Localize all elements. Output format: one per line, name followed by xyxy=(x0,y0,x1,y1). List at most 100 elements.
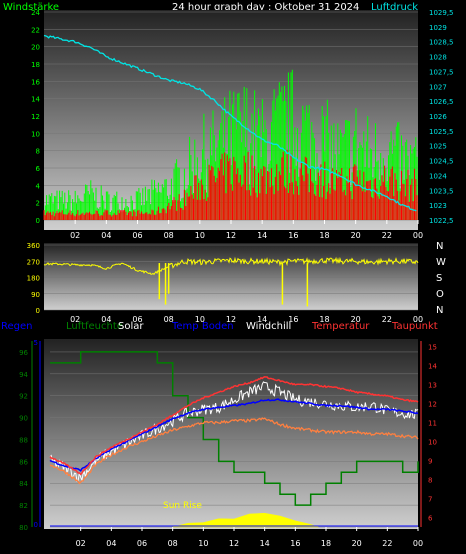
temperature-y-tick-label: 12 xyxy=(428,401,437,409)
pressure-y-tick-label: 1023,5 xyxy=(429,187,454,195)
humidity-y-tick-label: 84 xyxy=(19,480,28,488)
page-title: 24 hour graph day : Oktober 31 2024 xyxy=(172,2,359,13)
pressure-y-tick-label: 1027 xyxy=(429,83,447,91)
winddir-x-tick-label: 02 xyxy=(70,315,80,324)
wind-x-tick-label: 08 xyxy=(164,231,174,240)
soiltemp-series xyxy=(49,398,419,472)
wind-x-tick-label: 12 xyxy=(226,231,236,240)
wind-y-tick-label: 6 xyxy=(36,165,41,173)
wind-x-tick-label: 16 xyxy=(288,231,298,240)
temperature-x-tick-label: 00 xyxy=(413,539,423,548)
wind-y-tick-label: 12 xyxy=(31,113,40,121)
legend-item: Regen xyxy=(1,321,33,332)
winddir-x-tick-label: 08 xyxy=(164,315,174,324)
wind-y-tick-label: 18 xyxy=(31,61,40,69)
wind-x-tick-label: 04 xyxy=(101,231,111,240)
pressure-y-tick-label: 1026,5 xyxy=(429,98,454,106)
temperature-y-tick-label: 7 xyxy=(428,496,432,504)
pressure-y-tick-label: 1029 xyxy=(429,24,447,32)
wind-x-tick-label: 00 xyxy=(413,231,423,240)
temperature-x-ticks: 02 04 06 08 10 12 14 16 18 20 22 00 xyxy=(76,527,423,548)
winddir-x-tick-label: 10 xyxy=(195,315,205,324)
humidity-y-tick-label: 86 xyxy=(19,458,28,466)
legend-item: Windchill xyxy=(246,321,291,332)
wind-y-tick-label: 14 xyxy=(31,96,40,104)
pressure-y-tick-label: 1024 xyxy=(429,172,447,180)
wind-y-tick-label: 10 xyxy=(31,130,40,138)
wind-x-tick-label: 06 xyxy=(132,231,142,240)
winddir-y-ticks: 360 270 180 90 0 xyxy=(27,242,40,315)
pressure-y-tick-label: 1028,5 xyxy=(429,39,454,47)
temperature-x-tick-label: 02 xyxy=(76,539,86,548)
humidity-y-tick-label: 82 xyxy=(19,502,28,510)
winddir-x-tick-label: 20 xyxy=(351,315,361,324)
temperature-x-tick-label: 06 xyxy=(137,539,147,548)
temperature-x-tick-label: 14 xyxy=(260,539,270,548)
sun-rise-annotation: Sun Rise xyxy=(163,501,202,511)
winddir-y-tick-label: 270 xyxy=(27,258,40,266)
temperature-series xyxy=(49,376,419,476)
pressure-y-tick-label: 1025,5 xyxy=(429,128,454,136)
humidity-y-tick-label: 88 xyxy=(19,436,28,444)
temperature-y-tick-label: 6 xyxy=(428,515,433,523)
solar-series xyxy=(172,512,319,528)
temperature-x-tick-label: 16 xyxy=(290,539,300,548)
pressure-axis-label: Luftdruck xyxy=(371,2,418,13)
temperature-x-tick-label: 10 xyxy=(198,539,208,548)
humidity-y-tick-label: 80 xyxy=(19,524,28,532)
temperature-y-tick-label: 14 xyxy=(428,363,437,371)
temperature-x-tick-label: 20 xyxy=(352,539,362,548)
pressure-y-tick-label: 1027,5 xyxy=(429,68,454,76)
winddir-x-tick-label: 04 xyxy=(101,315,111,324)
winddir-series xyxy=(43,256,419,276)
wind-y-tick-label: 0 xyxy=(36,217,40,225)
wind-y-tick-label: 2 xyxy=(36,200,40,208)
wind-y-tick-label: 22 xyxy=(31,26,40,34)
humidity-y-ticks: 80 82 84 86 88 90 92 94 96 0 5 xyxy=(19,339,41,532)
wind-x-tick-label: 14 xyxy=(257,231,267,240)
compass-label: N xyxy=(436,305,443,316)
wind-x-tick-label: 10 xyxy=(195,231,205,240)
wind-y-tick-label: 16 xyxy=(31,78,40,86)
winddir-x-tick-label: 00 xyxy=(413,315,423,324)
pressure-y-tick-label: 1023 xyxy=(429,202,447,210)
pressure-y-tick-label: 1024,5 xyxy=(429,158,454,166)
winddir-x-tick-label: 12 xyxy=(226,315,236,324)
wind-y-tick-label: 24 xyxy=(31,9,40,17)
wind-x-tick-label: 22 xyxy=(382,231,392,240)
legend-item: Taupunkt xyxy=(391,321,438,332)
humidity-y-tick-label: 96 xyxy=(19,349,28,357)
pressure-y-tick-label: 1025 xyxy=(429,143,447,151)
legend-item: Temperatur xyxy=(311,321,370,332)
windchill-series xyxy=(49,381,419,482)
wind-y-tick-label: 20 xyxy=(31,44,40,52)
winddir-y-tick-label: 0 xyxy=(36,307,40,315)
temperature-panel-background xyxy=(44,339,418,529)
rain-y-tick-label: 0 xyxy=(34,521,38,529)
pressure-y-tick-label: 1028 xyxy=(429,54,447,62)
winddir-y-tick-label: 180 xyxy=(27,275,40,283)
wind-x-tick-label: 18 xyxy=(319,231,329,240)
temperature-y-tick-label: 8 xyxy=(428,477,432,485)
pressure-y-tick-label: 1022,5 xyxy=(429,217,454,225)
wind-x-tick-label: 02 xyxy=(70,231,80,240)
temperature-y-tick-label: 11 xyxy=(428,420,437,428)
wind-axis-label: Windstärke xyxy=(3,2,59,13)
wind-y-tick-label: 8 xyxy=(36,148,40,156)
legend-item: Solar xyxy=(118,321,144,332)
temperature-y-tick-label: 10 xyxy=(428,439,437,447)
winddir-x-tick-label: 16 xyxy=(288,315,298,324)
rain-y-tick-label: 5 xyxy=(34,339,38,347)
winddir-x-tick-label: 22 xyxy=(382,315,392,324)
temperature-y-tick-label: 15 xyxy=(428,344,437,352)
winddir-plot xyxy=(43,256,419,307)
humidity-y-tick-label: 90 xyxy=(19,415,28,423)
compass-label: S xyxy=(436,273,442,284)
temperature-x-tick-label: 12 xyxy=(229,539,239,548)
humidity-y-tick-label: 94 xyxy=(19,371,28,379)
legend-item: Luftfeuchte xyxy=(66,321,123,332)
legend-item: Temp Boden xyxy=(171,321,234,332)
